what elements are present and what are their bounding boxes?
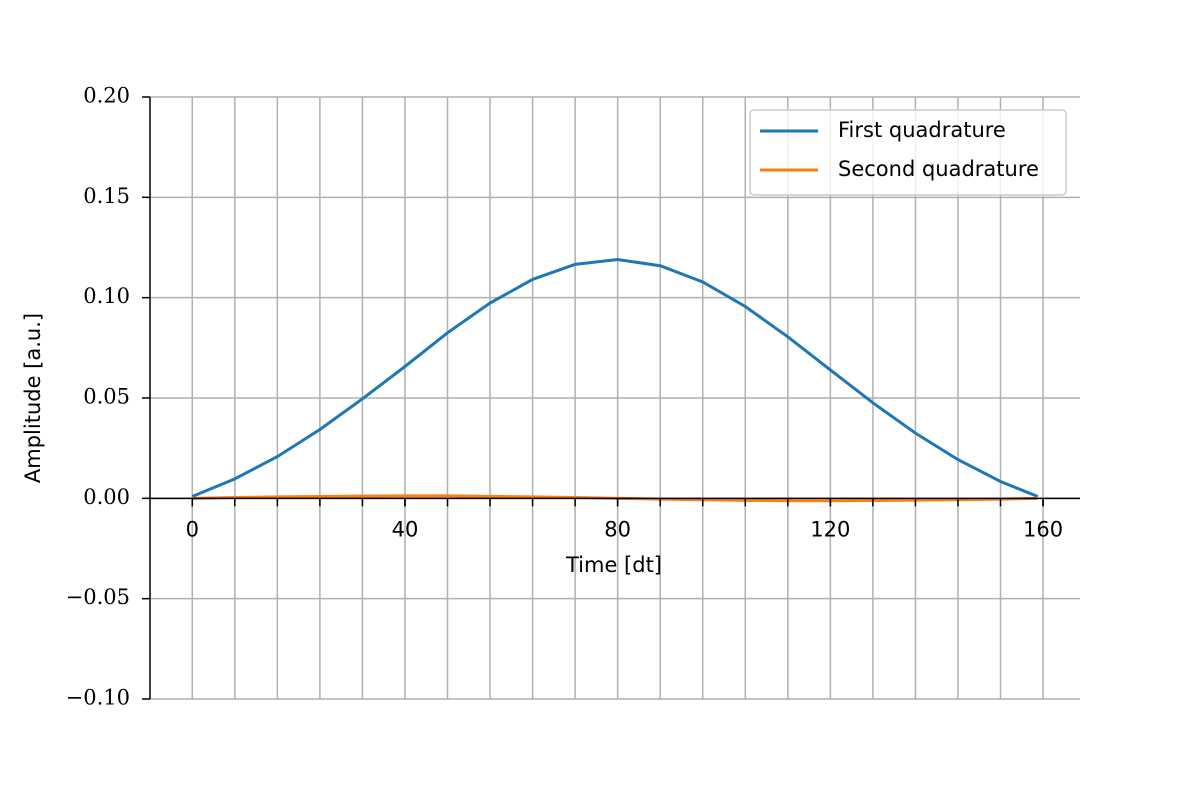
y-tick-label: −0.10: [66, 686, 130, 710]
y-tick-label: 0.00: [83, 485, 130, 509]
x-tick-label: 0: [186, 517, 199, 541]
legend-label: First quadrature: [838, 118, 1006, 142]
legend-box: [749, 109, 1067, 196]
y-tick-label: 0.20: [83, 84, 130, 108]
y-tick-label: −0.05: [66, 585, 130, 609]
legend-label: Second quadrature: [838, 157, 1039, 181]
y-axis-label: Amplitude [a.u.]: [21, 313, 45, 483]
x-tick-label: 120: [810, 517, 850, 541]
series-line: [191, 258, 1039, 498]
x-tick-label: 80: [604, 517, 631, 541]
y-tick-label: 0.15: [83, 184, 130, 208]
x-tick-label: 40: [392, 517, 419, 541]
x-axis-label: Time [dt]: [565, 553, 662, 577]
y-tick-label: 0.10: [83, 284, 130, 308]
x-tick-label: 160: [1023, 517, 1063, 541]
legend: First quadrature Second quadrature: [749, 109, 1067, 196]
grid: [150, 96, 1080, 700]
plot: [191, 258, 1039, 503]
y-tick-label: 0.05: [83, 385, 130, 409]
